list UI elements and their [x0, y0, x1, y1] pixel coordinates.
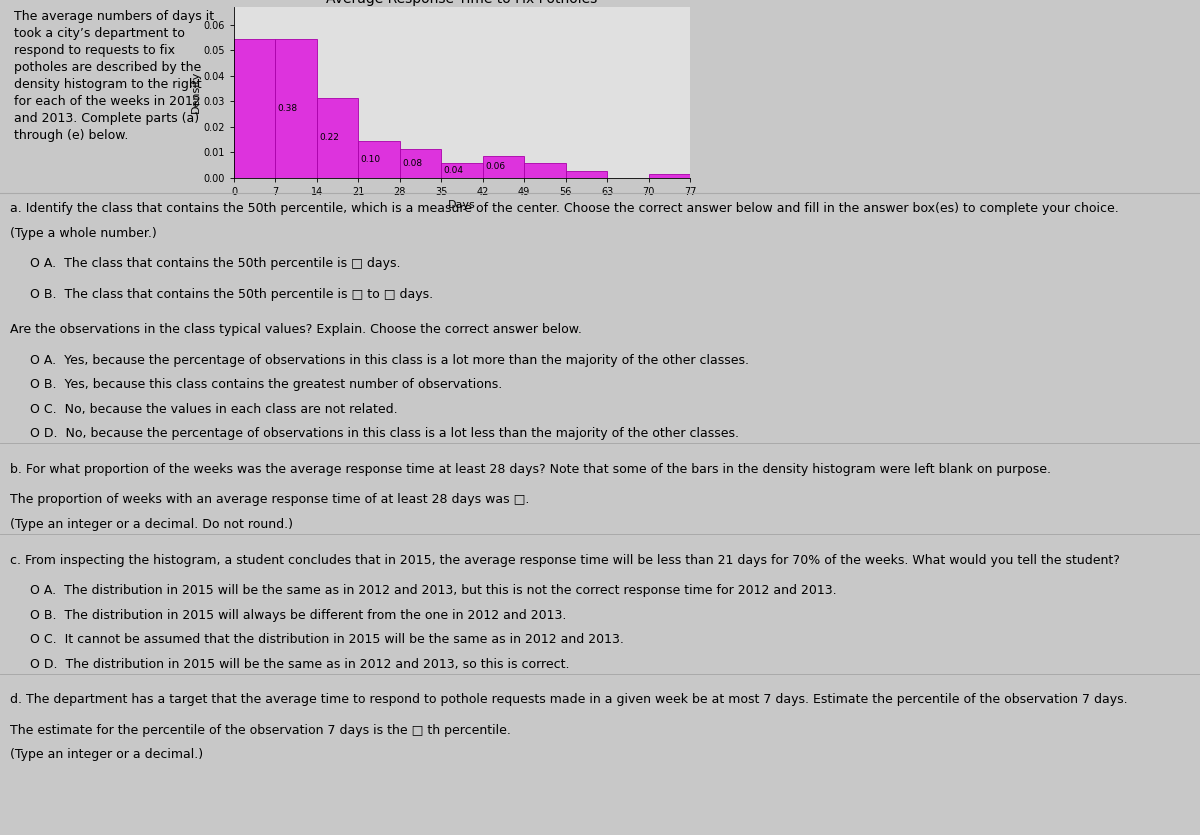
Bar	[359, 141, 400, 178]
Text: d. The department has a target that the average time to respond to pothole reque: d. The department has a target that the …	[10, 693, 1127, 706]
Bar	[524, 164, 565, 178]
Bar	[400, 149, 442, 178]
Text: O B.  The distribution in 2015 will always be different from the one in 2012 and: O B. The distribution in 2015 will alway…	[30, 609, 566, 621]
Bar	[648, 175, 690, 178]
Text: O B.  Yes, because this class contains the greatest number of observations.: O B. Yes, because this class contains th…	[30, 378, 503, 391]
Bar	[317, 98, 359, 178]
Text: The average numbers of days it
took a city’s department to
respond to requests t: The average numbers of days it took a ci…	[14, 10, 215, 142]
Bar	[565, 170, 607, 178]
Text: O A.  The class that contains the 50th percentile is □ days.: O A. The class that contains the 50th pe…	[30, 257, 401, 270]
Text: O D.  No, because the percentage of observations in this class is a lot less tha: O D. No, because the percentage of obser…	[30, 428, 739, 440]
Text: O A.  The distribution in 2015 will be the same as in 2012 and 2013, but this is: O A. The distribution in 2015 will be th…	[30, 584, 836, 597]
Text: (Type a whole number.): (Type a whole number.)	[10, 226, 156, 240]
Text: O C.  No, because the values in each class are not related.: O C. No, because the values in each clas…	[30, 402, 397, 416]
Text: c. From inspecting the histogram, a student concludes that in 2015, the average : c. From inspecting the histogram, a stud…	[10, 554, 1120, 566]
Text: O A.  Yes, because the percentage of observations in this class is a lot more th: O A. Yes, because the percentage of obse…	[30, 353, 749, 367]
Text: O D.  The distribution in 2015 will be the same as in 2012 and 2013, so this is : O D. The distribution in 2015 will be th…	[30, 658, 570, 671]
Text: 0.08: 0.08	[402, 159, 422, 168]
X-axis label: Days: Days	[448, 200, 476, 210]
Bar	[276, 39, 317, 178]
Y-axis label: Density: Density	[191, 71, 200, 114]
Text: The estimate for the percentile of the observation 7 days is the □ th percentile: The estimate for the percentile of the o…	[10, 724, 510, 736]
Bar	[482, 156, 524, 178]
Text: a. Identify the class that contains the 50th percentile, which is a measure of t: a. Identify the class that contains the …	[10, 202, 1118, 215]
Text: 0.38: 0.38	[278, 104, 298, 113]
Text: (Type an integer or a decimal. Do not round.): (Type an integer or a decimal. Do not ro…	[10, 518, 293, 531]
Text: 0.22: 0.22	[319, 134, 340, 142]
Text: The proportion of weeks with an average response time of at least 28 days was □.: The proportion of weeks with an average …	[10, 493, 529, 506]
Text: O B.  The class that contains the 50th percentile is □ to □ days.: O B. The class that contains the 50th pe…	[30, 287, 433, 301]
Bar	[442, 164, 482, 178]
Text: O C.  It cannot be assumed that the distribution in 2015 will be the same as in : O C. It cannot be assumed that the distr…	[30, 633, 624, 646]
Bar	[234, 39, 276, 178]
Text: b. For what proportion of the weeks was the average response time at least 28 da: b. For what proportion of the weeks was …	[10, 463, 1051, 476]
Text: 0.10: 0.10	[361, 155, 380, 164]
Text: 0.06: 0.06	[485, 162, 505, 171]
Text: (Type an integer or a decimal.): (Type an integer or a decimal.)	[10, 748, 203, 762]
Text: Are the observations in the class typical values? Explain. Choose the correct an: Are the observations in the class typica…	[10, 323, 582, 337]
Title: Average Response Time to Fix Potholes: Average Response Time to Fix Potholes	[326, 0, 598, 6]
Text: 0.04: 0.04	[444, 166, 463, 175]
